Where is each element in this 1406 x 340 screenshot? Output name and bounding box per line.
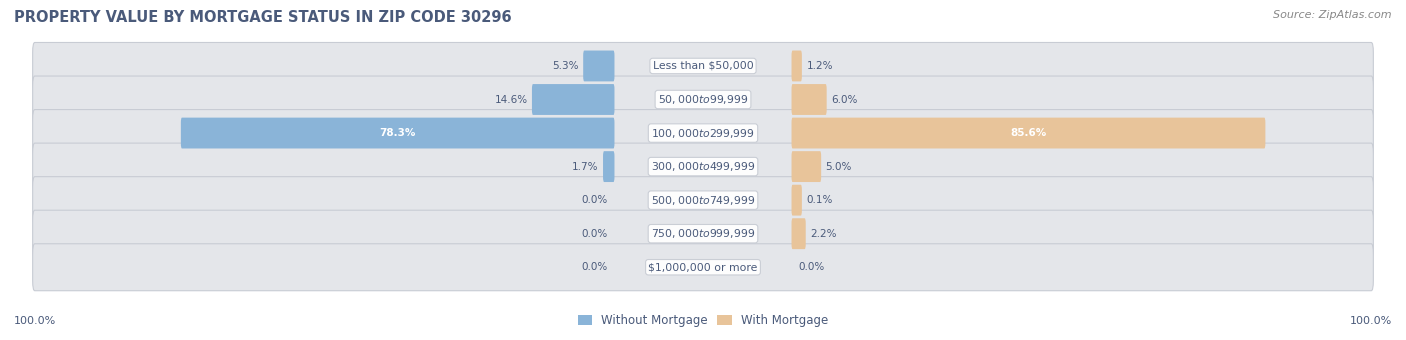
Text: 0.0%: 0.0% xyxy=(582,195,607,205)
Text: 6.0%: 6.0% xyxy=(831,95,858,104)
Text: 1.7%: 1.7% xyxy=(572,162,599,172)
Text: 0.0%: 0.0% xyxy=(582,262,607,272)
Text: 5.3%: 5.3% xyxy=(553,61,579,71)
Text: 0.0%: 0.0% xyxy=(799,262,824,272)
FancyBboxPatch shape xyxy=(792,118,1265,149)
Text: 14.6%: 14.6% xyxy=(495,95,527,104)
FancyBboxPatch shape xyxy=(792,185,801,216)
FancyBboxPatch shape xyxy=(603,151,614,182)
Text: Source: ZipAtlas.com: Source: ZipAtlas.com xyxy=(1274,10,1392,20)
Text: $750,000 to $999,999: $750,000 to $999,999 xyxy=(651,227,755,240)
FancyBboxPatch shape xyxy=(32,177,1374,224)
Text: $100,000 to $299,999: $100,000 to $299,999 xyxy=(651,126,755,139)
Text: Less than $50,000: Less than $50,000 xyxy=(652,61,754,71)
FancyBboxPatch shape xyxy=(32,210,1374,257)
Text: $300,000 to $499,999: $300,000 to $499,999 xyxy=(651,160,755,173)
FancyBboxPatch shape xyxy=(531,84,614,115)
FancyBboxPatch shape xyxy=(792,151,821,182)
Text: 0.1%: 0.1% xyxy=(807,195,832,205)
FancyBboxPatch shape xyxy=(792,51,801,81)
FancyBboxPatch shape xyxy=(32,244,1374,291)
FancyBboxPatch shape xyxy=(792,218,806,249)
FancyBboxPatch shape xyxy=(32,76,1374,123)
FancyBboxPatch shape xyxy=(583,51,614,81)
Text: $500,000 to $749,999: $500,000 to $749,999 xyxy=(651,194,755,207)
Text: 5.0%: 5.0% xyxy=(825,162,852,172)
FancyBboxPatch shape xyxy=(32,109,1374,156)
Text: $1,000,000 or more: $1,000,000 or more xyxy=(648,262,758,272)
FancyBboxPatch shape xyxy=(32,42,1374,89)
FancyBboxPatch shape xyxy=(32,143,1374,190)
Text: 2.2%: 2.2% xyxy=(810,229,837,239)
FancyBboxPatch shape xyxy=(181,118,614,149)
Text: 1.2%: 1.2% xyxy=(807,61,832,71)
Text: 78.3%: 78.3% xyxy=(380,128,416,138)
Text: 100.0%: 100.0% xyxy=(14,317,56,326)
Text: 0.0%: 0.0% xyxy=(582,229,607,239)
Text: $50,000 to $99,999: $50,000 to $99,999 xyxy=(658,93,748,106)
Legend: Without Mortgage, With Mortgage: Without Mortgage, With Mortgage xyxy=(574,309,832,332)
Text: 100.0%: 100.0% xyxy=(1350,317,1392,326)
FancyBboxPatch shape xyxy=(792,84,827,115)
Text: 85.6%: 85.6% xyxy=(1011,128,1046,138)
Text: PROPERTY VALUE BY MORTGAGE STATUS IN ZIP CODE 30296: PROPERTY VALUE BY MORTGAGE STATUS IN ZIP… xyxy=(14,10,512,25)
